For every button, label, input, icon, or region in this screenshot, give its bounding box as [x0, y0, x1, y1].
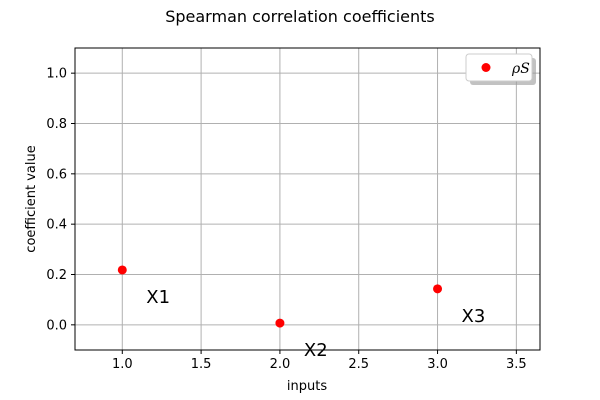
legend-marker [481, 63, 491, 72]
legend: ρS [465, 53, 536, 85]
x-tick-label: 1.0 [112, 357, 133, 372]
data-point [117, 265, 127, 275]
y-tick-label: 0.2 [46, 268, 67, 283]
point-label: X2 [304, 340, 328, 361]
x-tick-label: 2.0 [270, 357, 291, 372]
grid [75, 48, 540, 350]
data-point [275, 318, 285, 328]
x-axis: 1.0 1.5 2.0 2.5 3.0 3.5 [112, 350, 527, 372]
x-tick-label: 1.5 [191, 357, 212, 372]
chart-title: Spearman correlation coefficients [165, 7, 435, 26]
x-tick-label: 3.0 [427, 357, 448, 372]
y-tick-label: 0.6 [46, 167, 67, 182]
y-tick-label: 1.0 [46, 67, 67, 82]
point-label: X3 [462, 306, 486, 327]
y-axis: 0.0 0.2 0.4 0.6 0.8 1.0 [46, 67, 75, 333]
x-tick-label: 3.5 [506, 357, 527, 372]
y-tick-label: 0.4 [46, 218, 67, 233]
data-point [433, 284, 443, 294]
data-points: X1 X2 X3 [117, 265, 486, 361]
plot-frame [74, 47, 541, 351]
x-tick-label: 2.5 [348, 357, 369, 372]
legend-label: ρS [511, 61, 530, 77]
y-tick-label: 0.0 [46, 318, 67, 333]
point-label: X1 [146, 287, 170, 308]
y-axis-label: coefficient value [24, 145, 39, 252]
y-tick-label: 0.8 [46, 117, 67, 132]
x-axis-label: inputs [287, 379, 327, 394]
